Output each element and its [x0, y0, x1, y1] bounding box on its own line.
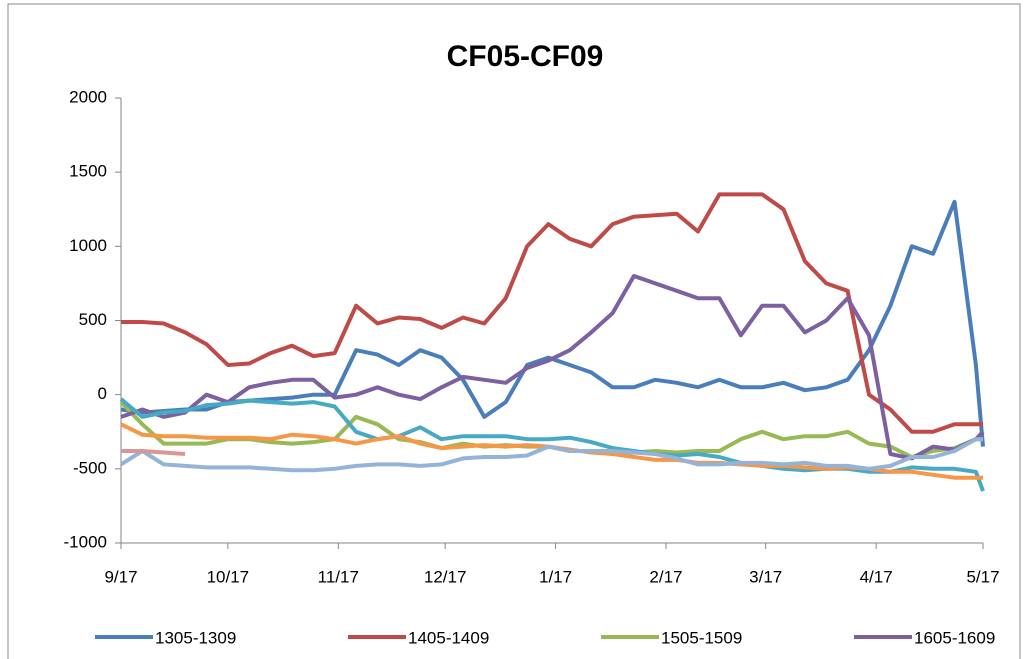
legend-label: 1505-1509 — [661, 628, 742, 647]
x-tick-label: 10/17 — [207, 567, 250, 586]
legend-label: 1305-1309 — [155, 628, 236, 647]
y-tick-label: -500 — [73, 458, 107, 477]
y-tick-label: 1000 — [69, 236, 107, 255]
x-tick-label: 5/17 — [966, 567, 999, 586]
x-tick-label: 11/17 — [318, 567, 359, 586]
y-tick-label: 0 — [98, 384, 107, 403]
y-tick-label: -1000 — [64, 532, 107, 551]
x-tick-label: 9/17 — [104, 567, 137, 586]
series-line — [121, 449, 186, 456]
series-line — [120, 199, 985, 447]
x-tick-label: 1/17 — [539, 567, 572, 586]
y-tick-label: 2000 — [69, 87, 107, 106]
y-tick-label: 500 — [79, 310, 107, 329]
series-line — [119, 437, 983, 473]
legend-label: 1605-1609 — [914, 628, 995, 647]
chart-frame — [7, 3, 1021, 659]
x-tick-label: 3/17 — [749, 567, 782, 586]
chart-title: CF05-CF09 — [447, 40, 604, 73]
x-tick-label: 2/17 — [649, 567, 682, 586]
series-line — [120, 274, 985, 461]
x-tick-label: 12/17 — [424, 567, 467, 586]
x-tick-label: 4/17 — [860, 567, 893, 586]
y-tick-label: 1500 — [69, 162, 107, 181]
legend-label: 1405-1409 — [408, 628, 489, 647]
